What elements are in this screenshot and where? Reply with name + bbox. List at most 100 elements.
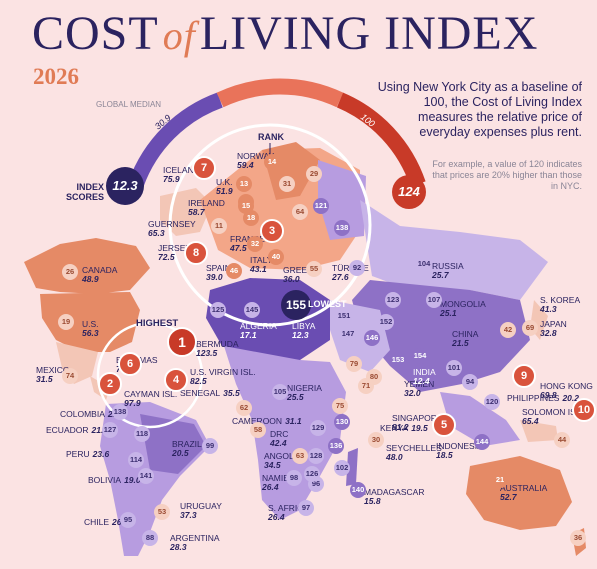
value-marker: 53	[154, 504, 170, 520]
value-marker: 74	[62, 368, 78, 384]
value-marker: 92	[349, 260, 365, 276]
gauge-arc-low	[128, 92, 223, 187]
rank-badge-7: 7	[192, 156, 216, 180]
value-marker: 29	[306, 166, 322, 182]
rank-badge-9: 9	[512, 364, 536, 388]
value-marker: 151	[336, 308, 352, 324]
value-marker: 98	[286, 470, 302, 486]
value-marker: 104	[416, 256, 432, 272]
caribbean-magnifier	[96, 321, 204, 429]
value-marker: 128	[308, 448, 324, 464]
rank-badge-10: 10	[572, 398, 596, 422]
brazil-region	[140, 414, 206, 474]
label-uruguay: URUGUAY 37.3	[180, 501, 222, 520]
value-marker: 127	[102, 422, 118, 438]
value-marker: 11	[211, 218, 227, 234]
label-nigeria: NIGERIA 25.5	[287, 383, 322, 402]
label-namibia: NAMIBIA 26.4	[262, 473, 297, 492]
label-cayman-isl-: CAYMAN ISL. 97.9	[124, 389, 178, 408]
value-marker: 94	[462, 374, 478, 390]
label-argentina: ARGENTINA 28.3	[170, 533, 220, 552]
value-marker: 121	[313, 198, 329, 214]
gauge-arc-mid	[216, 78, 344, 108]
value-marker: 79	[346, 356, 362, 372]
example-note: For example, a value of 120 indicates th…	[432, 159, 582, 191]
value-marker: 19	[58, 314, 74, 330]
value-marker: 64	[292, 204, 308, 220]
rank-badge-3: 3	[260, 219, 284, 243]
label-algeria: ALGERIA 17.1	[240, 321, 277, 340]
label-peru: PERU 23.6	[66, 449, 110, 459]
label-seychelles: SEYCHELLES 48.0	[386, 443, 442, 462]
value-marker: 145	[244, 302, 260, 318]
value-marker: 147	[340, 326, 356, 342]
label-s-korea: S. KOREA 41.3	[540, 295, 581, 314]
label-ecuador: ECUADOR 21.0	[46, 425, 109, 435]
lowest-rank-badge: 155	[281, 290, 311, 320]
label-indonesia: INDONESIA 18.5	[436, 441, 483, 460]
page-title: COST ofLIVING INDEX	[32, 7, 539, 60]
value-marker: 144	[474, 434, 490, 450]
value-marker: 13	[236, 176, 252, 192]
label-ireland: IRELAND 58.7	[188, 198, 225, 217]
europe-magnifier	[168, 123, 372, 327]
value-marker: 21	[492, 472, 508, 488]
value-marker: 120	[484, 394, 500, 410]
value-marker: 26	[62, 264, 78, 280]
value-marker: 153	[390, 352, 406, 368]
label-madagascar: MADAGASCAR 15.8	[364, 487, 425, 506]
label-hong-kong: HONG KONG 69.8	[540, 381, 593, 400]
value-marker: 138	[112, 404, 128, 420]
label-china: CHINA 21.5	[452, 329, 479, 348]
label-cameroon: CAMEROON 31.1	[232, 416, 302, 426]
rank-badge-8: 8	[184, 241, 208, 265]
russia-region	[360, 200, 548, 300]
label-greece: GREECE 36.0	[283, 265, 319, 284]
value-marker: 71	[358, 378, 374, 394]
label-solomon-isl-: SOLOMON ISL. 65.4	[522, 407, 583, 426]
rank-badge-4: 4	[164, 368, 188, 392]
value-marker: 58	[250, 422, 266, 438]
label-italy: ITALY 43.1	[250, 255, 273, 274]
value-marker: 40	[268, 249, 284, 265]
highest-label: HIGHEST	[136, 318, 179, 329]
label-libya: LIBYA 12.3	[292, 321, 316, 340]
rank-badge-5: 5	[432, 413, 456, 437]
value-marker: 69	[522, 320, 538, 336]
value-marker: 146	[364, 330, 380, 346]
label-russia: RUSSIA 25.7	[432, 261, 464, 280]
value-marker: 44	[554, 432, 570, 448]
value-marker: 126	[304, 466, 320, 482]
label-guernsey: GUERNSEY 65.3	[148, 219, 196, 238]
value-marker: 154	[412, 348, 428, 364]
label-japan: JAPAN 32.8	[540, 319, 567, 338]
canada-region	[24, 238, 150, 294]
label-jersey: JERSEY 72.5	[158, 243, 192, 262]
label-australia: AUSTRALIA 52.7	[500, 483, 548, 502]
value-marker: 129	[310, 420, 326, 436]
value-marker: 118	[134, 426, 150, 442]
rank-badge-6: 6	[118, 352, 142, 376]
rank-badge-2: 2	[98, 372, 122, 396]
label-brazil: BRAZIL 20.5	[172, 439, 202, 458]
value-marker: 14	[264, 154, 280, 170]
value-marker: 30	[368, 432, 384, 448]
value-marker: 101	[446, 360, 462, 376]
madagascar-region	[346, 448, 358, 486]
label-iceland: ICELAND 75.9	[163, 165, 200, 184]
value-marker: 141	[138, 468, 154, 484]
label-singapore: SINGAPORE 81.2	[392, 413, 443, 432]
value-marker: 140	[350, 482, 366, 498]
value-marker: 36	[570, 530, 586, 546]
label-kenya: KENYA 19.5	[380, 423, 428, 433]
value-marker: 138	[334, 220, 350, 236]
value-marker: 130	[334, 414, 350, 430]
label-u-s-: U.S. 56.3	[82, 319, 99, 338]
se-asia-region	[440, 392, 520, 446]
label-mongolia: MONGOLIA 25.1	[440, 299, 486, 318]
min-score-badge: 12.3	[106, 167, 144, 205]
label-canada: CANADA 48.9	[82, 265, 118, 284]
label-philippines: PHILIPPINES 20.2	[507, 393, 579, 403]
value-marker: 97	[298, 500, 314, 516]
